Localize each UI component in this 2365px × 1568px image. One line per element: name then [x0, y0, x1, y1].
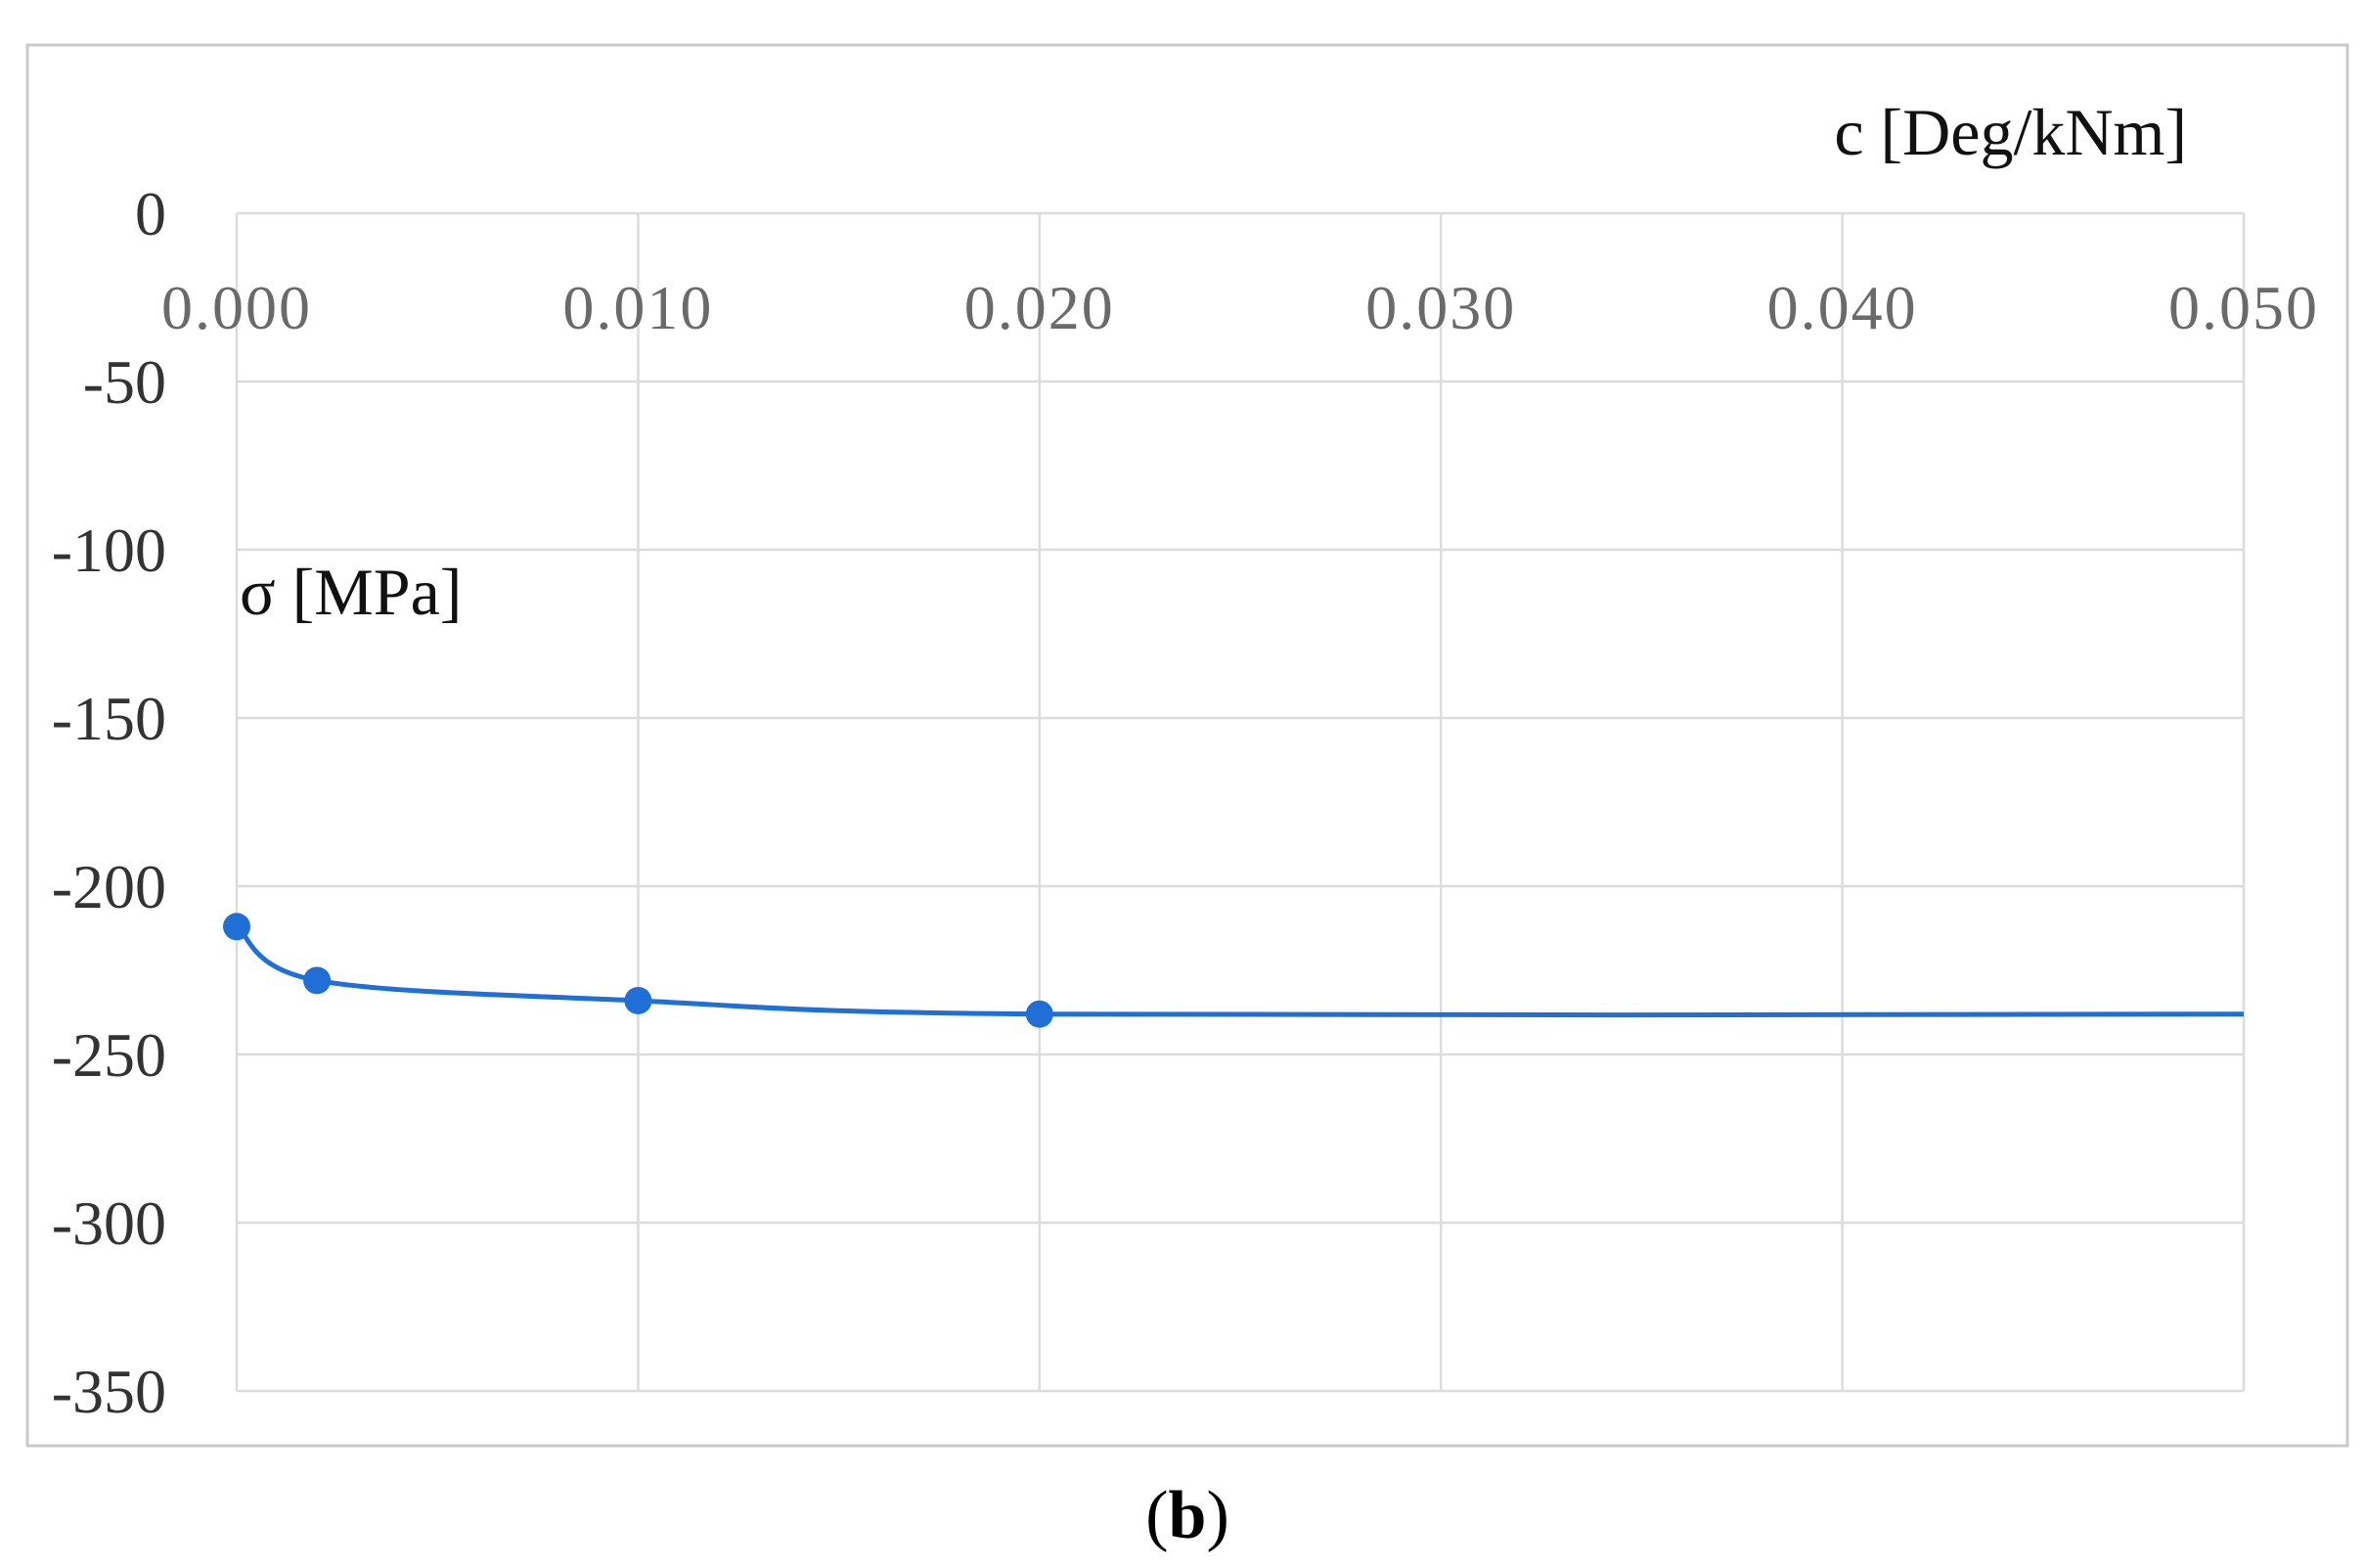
x-tick-label: 0.010	[562, 273, 713, 342]
y-tick-label: 0	[135, 179, 166, 248]
x-tick-label: 0.040	[1767, 273, 1918, 342]
x-tick-label: 0.020	[964, 273, 1115, 342]
y-tick-label: -200	[52, 852, 166, 921]
y-tick-labels: 0 -50 -100 -150 -200 -250 -300 -350	[52, 179, 166, 1426]
series-line	[235, 924, 2245, 1018]
data-point	[1025, 1000, 1053, 1028]
panel-label-letter: b	[1169, 1478, 1207, 1553]
y-axis-title: σ [MPa]	[240, 555, 462, 629]
y-tick-label: -150	[52, 684, 166, 753]
y-tick-label: -50	[83, 347, 166, 417]
chart-frame	[25, 43, 2349, 1448]
x-tick-label: 0.030	[1365, 273, 1516, 342]
data-point	[303, 966, 332, 995]
y-tick-label: -100	[52, 515, 166, 585]
x-tick-label: 0.000	[161, 273, 312, 342]
series-layer	[223, 913, 2245, 1028]
panel-label-open: (	[1145, 1478, 1168, 1553]
y-tick-label: -300	[52, 1188, 166, 1258]
data-point	[223, 913, 250, 941]
x-tick-label: 0.050	[2168, 273, 2319, 342]
panel-label: (b)	[1145, 1478, 1229, 1553]
x-axis-title: c [Deg/kNm]	[1834, 95, 2187, 169]
data-point	[624, 986, 652, 1014]
x-tick-labels: 0.000 0.010 0.020 0.030 0.040 0.050	[161, 273, 2319, 342]
grid-lines	[235, 211, 2246, 1393]
panel-label-close: )	[1206, 1478, 1228, 1553]
y-tick-label: -250	[52, 1020, 166, 1090]
y-tick-label: -350	[52, 1357, 166, 1426]
